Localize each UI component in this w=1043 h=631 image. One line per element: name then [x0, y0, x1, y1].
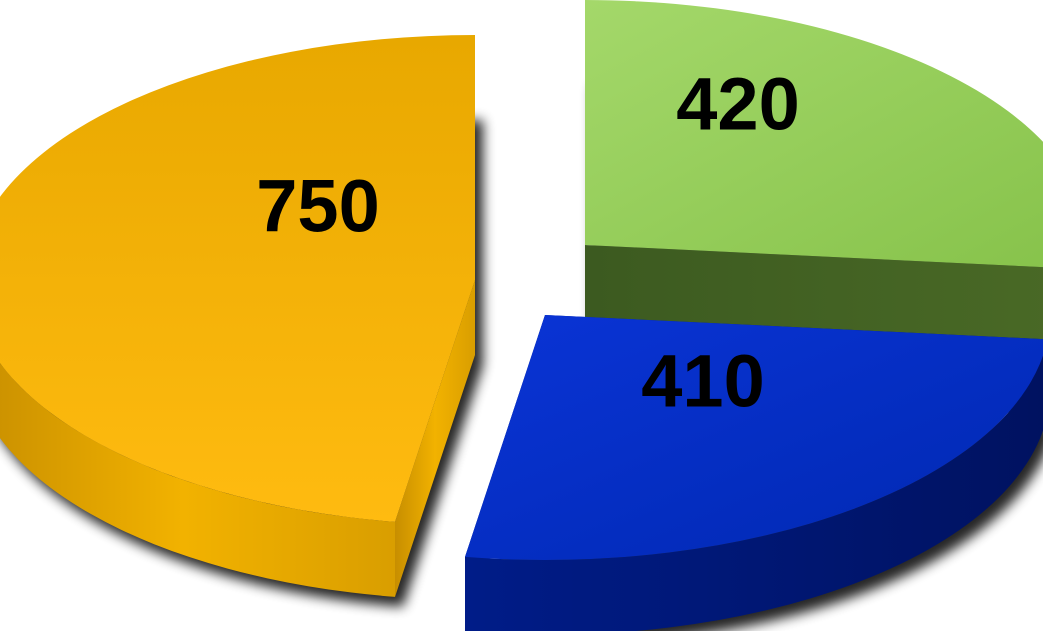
pie-slice-750 [0, 35, 475, 522]
pie-slice-label: 750 [256, 165, 379, 248]
pie-slice-410 [465, 315, 1043, 560]
pie-labels-group: 420 410 750 [256, 63, 799, 423]
pie-slice-rim [0, 363, 396, 597]
pie-slice-420 [585, 0, 1043, 268]
pie-slice-label: 410 [641, 340, 764, 423]
pie-slice-label: 420 [676, 63, 799, 146]
pie-slice-side [585, 245, 1043, 343]
pie-slice-group [585, 0, 1043, 352]
pie-slice-side [395, 280, 475, 597]
pie-slice-group [0, 35, 483, 607]
pie-slice-rim [465, 355, 1043, 631]
pie-slice-group [465, 315, 1043, 631]
